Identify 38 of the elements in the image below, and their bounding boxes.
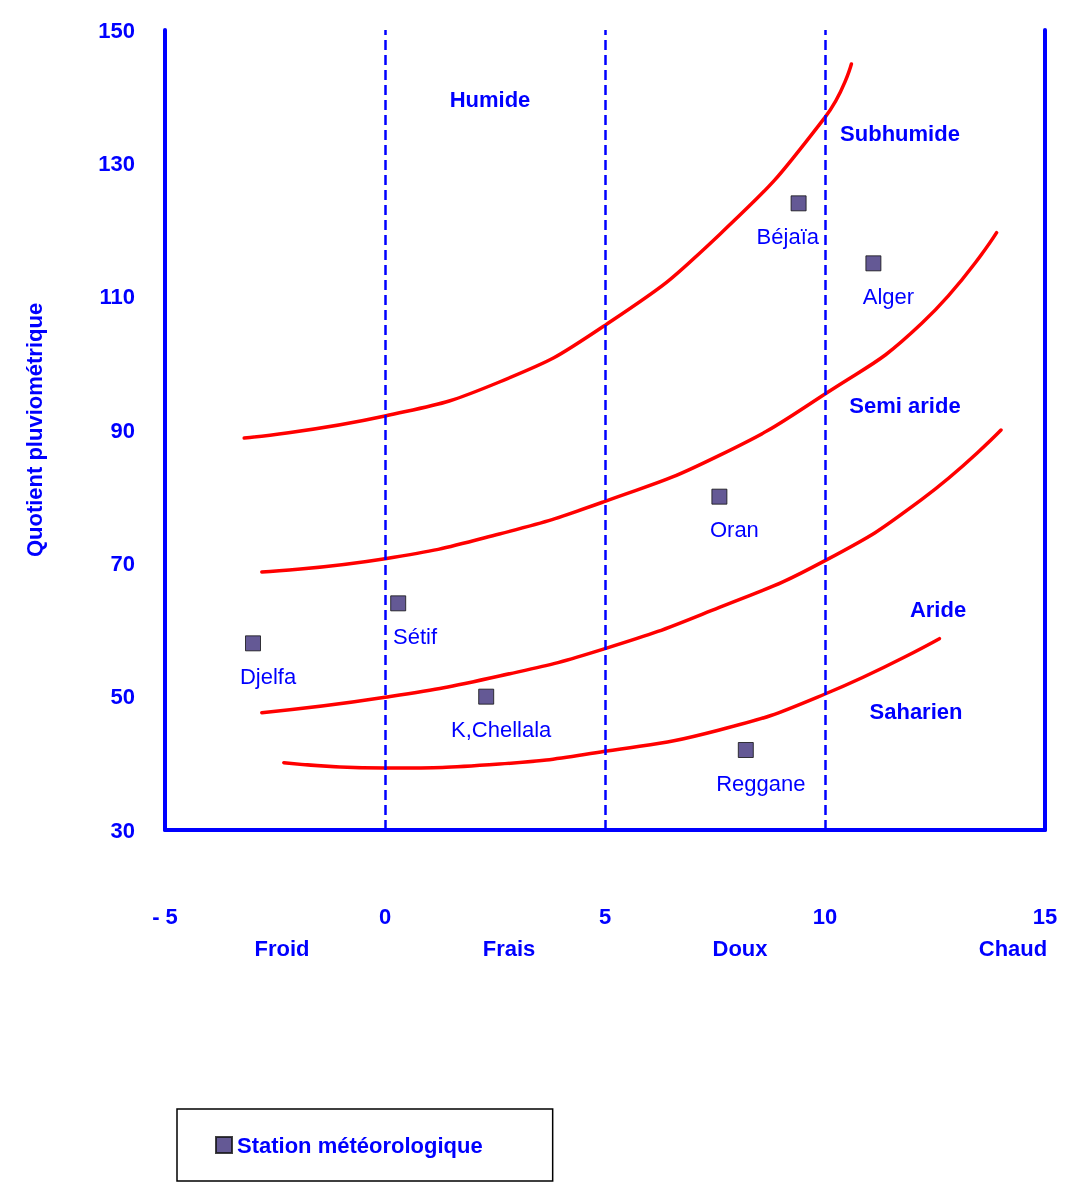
annotation: Sétif (393, 623, 438, 649)
y-tick-label: 110 (99, 284, 135, 310)
y-tick-label: 70 (110, 550, 135, 576)
point (790, 195, 807, 212)
text: Chaud (978, 935, 1048, 961)
y-tick-label: 150 (98, 17, 135, 43)
point (478, 688, 495, 705)
annotation: K,Chellala (451, 717, 553, 743)
x-tick-label: 15 (1032, 903, 1058, 929)
point (245, 635, 261, 652)
legend-label: Station météorologique (237, 1132, 483, 1158)
point (737, 742, 754, 758)
annotation: Béjaïa (756, 223, 820, 249)
y-axis-title: Quotient pluviométrique (21, 302, 47, 558)
x-tick-label: - 5 (152, 903, 178, 929)
text: Doux (712, 935, 769, 961)
point (865, 255, 882, 272)
y-tick-label: 30 (110, 817, 135, 843)
annotation: Alger (862, 283, 915, 309)
x-tick-label: 5 (598, 903, 612, 929)
y-tick-label: 50 (110, 684, 135, 710)
annotation: Subhumide (840, 120, 960, 146)
text: Froid (254, 935, 310, 961)
annotation: Reggane (716, 770, 806, 796)
x-tick-label: 10 (812, 903, 838, 929)
x-tick-label: 0 (378, 903, 392, 929)
y-tick-label: 90 (110, 417, 135, 443)
point (711, 488, 728, 505)
annotation: Semi aride (849, 392, 961, 418)
annotation: Djelfa (239, 663, 297, 689)
annotation: Saharien (869, 698, 963, 724)
text: Frais (482, 935, 536, 961)
annotation: Humide (449, 86, 531, 112)
line-series (260, 230, 999, 574)
annotation: Aride (909, 596, 967, 622)
annotation: Oran (709, 517, 759, 543)
y-tick-label: 130 (98, 150, 135, 176)
point (390, 595, 407, 612)
